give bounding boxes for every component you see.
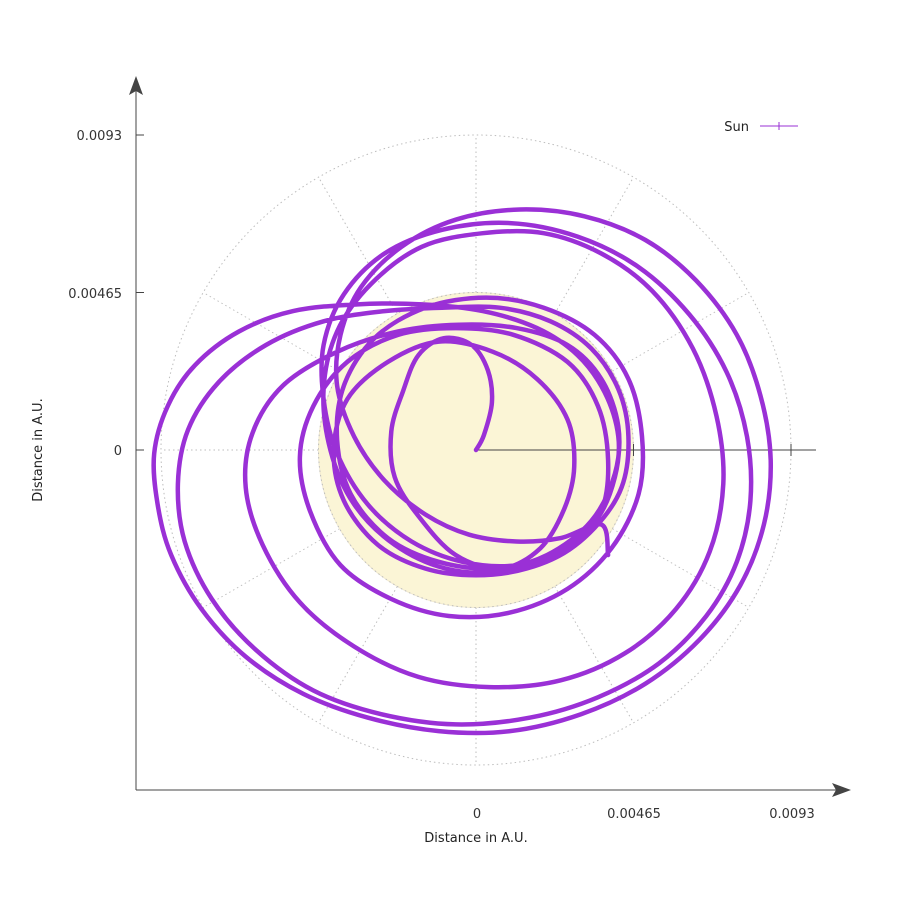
y-axis: 0 0.00465 0.0093 Distance in A.U.	[31, 76, 144, 790]
y-axis-arrow-icon	[129, 76, 143, 95]
y-axis-title: Distance in A.U.	[31, 398, 46, 501]
legend: Sun	[724, 120, 798, 135]
x-tick-label: 0.0093	[769, 807, 815, 822]
y-tick-label: 0.00465	[68, 287, 122, 302]
x-axis-title: Distance in A.U.	[424, 831, 527, 846]
legend-label-sun: Sun	[724, 120, 749, 135]
y-tick-label: 0.0093	[77, 129, 123, 144]
radial-axis	[476, 444, 816, 456]
x-tick-label: 0.00465	[607, 807, 661, 822]
x-axis-arrow-icon	[832, 783, 851, 797]
x-tick-label: 0	[473, 807, 481, 822]
sun-trajectory-line	[151, 207, 774, 736]
x-axis: 0 0.00465 0.0093 Distance in A.U.	[136, 783, 851, 846]
y-tick-label: 0	[114, 444, 122, 459]
